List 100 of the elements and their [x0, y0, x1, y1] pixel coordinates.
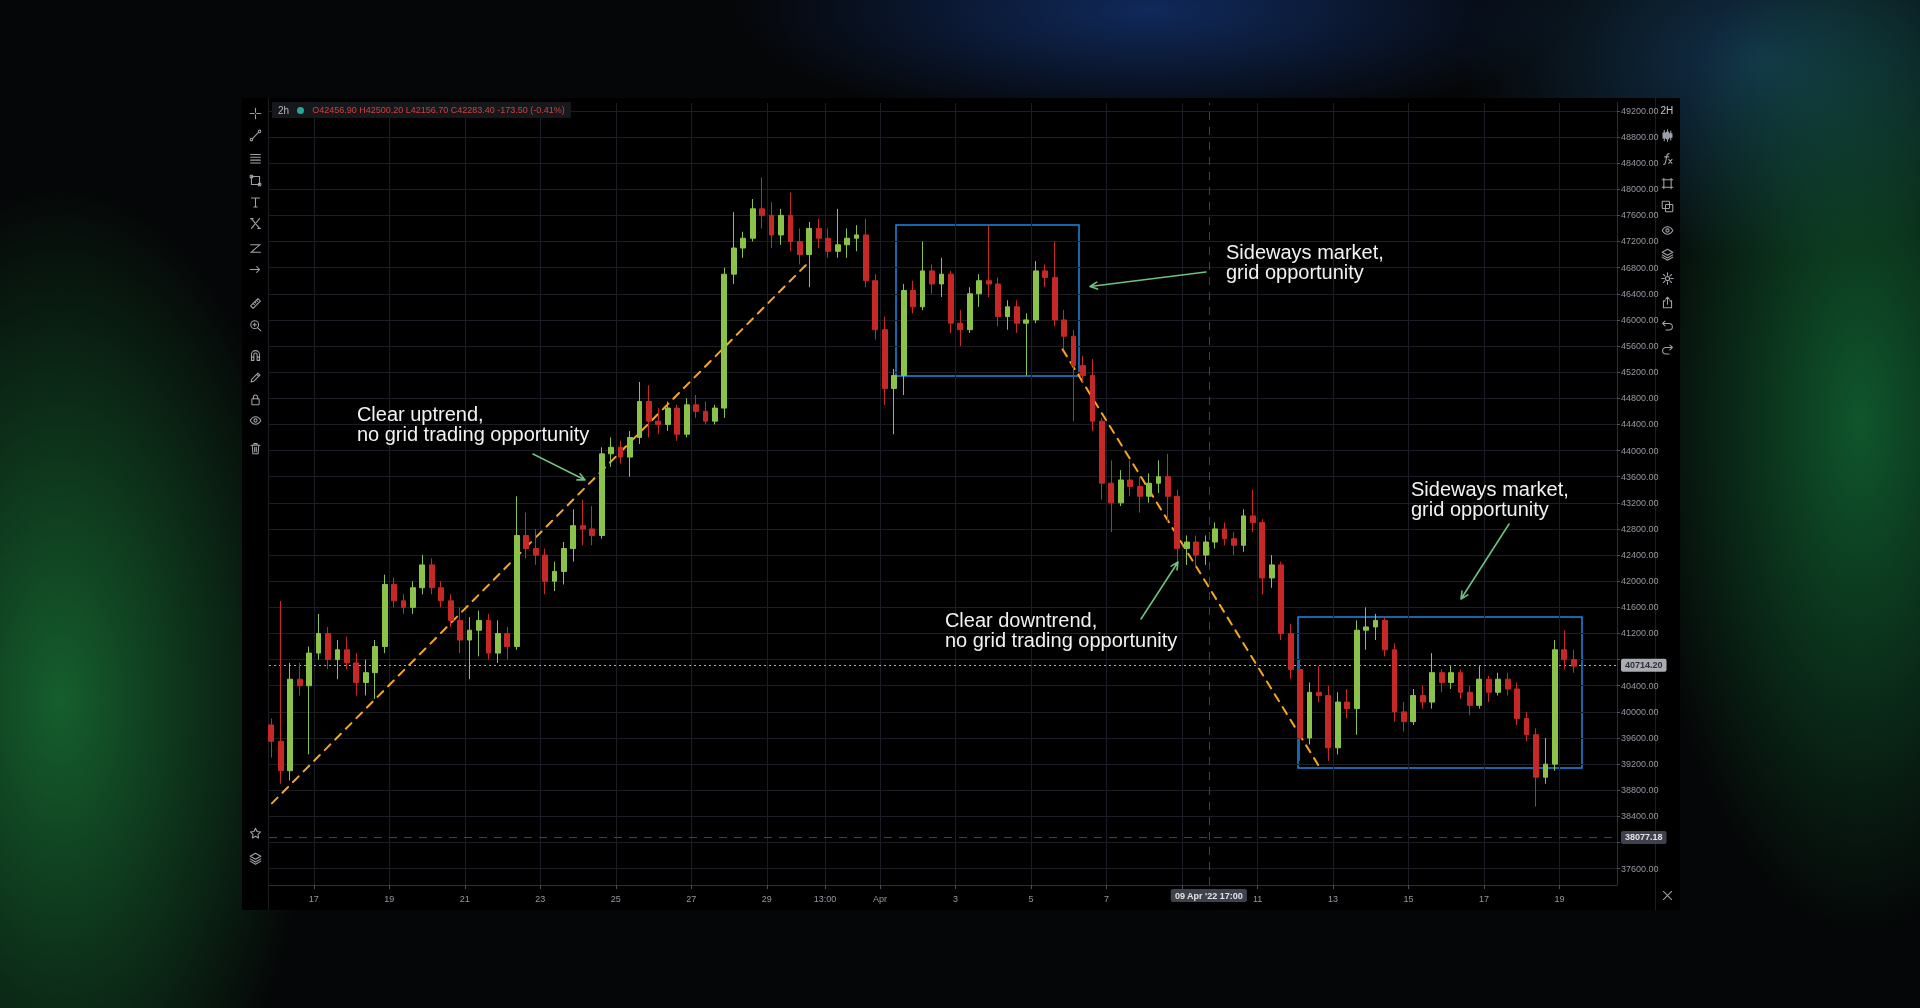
- candlestick: [1212, 521, 1218, 550]
- candlestick: [419, 554, 425, 595]
- candlestick: [1335, 691, 1341, 755]
- candlestick: [1118, 469, 1124, 507]
- candlestick: [1429, 652, 1435, 710]
- candlestick: [637, 381, 642, 445]
- candlestick: [561, 541, 567, 585]
- candlestick: [1524, 711, 1529, 742]
- candlestick: [1458, 668, 1463, 700]
- candlestick: [665, 401, 671, 432]
- y-tick-label: 44000.00: [1621, 445, 1659, 456]
- candlestick: [721, 267, 727, 419]
- candlestick: [825, 227, 831, 259]
- candlestick: [467, 616, 472, 680]
- candlestick: [1467, 685, 1473, 716]
- candlestick: [1250, 489, 1256, 533]
- chart-title: 2h: [278, 104, 290, 116]
- candlestick: [608, 436, 614, 468]
- x-tick-label: 17: [308, 893, 319, 904]
- candlestick: [1392, 642, 1397, 723]
- y-tick-label: 44400.00: [1621, 419, 1659, 430]
- candlestick: [1090, 358, 1095, 432]
- candlestick: [335, 639, 340, 680]
- candlestick: [1495, 672, 1501, 697]
- candlestick: [854, 224, 859, 252]
- candlestick: [1552, 639, 1558, 772]
- candlestick: [1278, 561, 1284, 641]
- candlestick: [1344, 688, 1350, 719]
- candlestick: [1071, 329, 1076, 422]
- y-tick-label: 44800.00: [1621, 393, 1659, 404]
- x-tick-label: 19: [384, 893, 395, 904]
- candlestick: [1543, 737, 1548, 785]
- x-tick-label: 15: [1403, 893, 1414, 904]
- candlestick: [835, 208, 841, 259]
- candlestick: [504, 626, 510, 661]
- candlestick: [1184, 534, 1190, 566]
- candlestick: [1061, 309, 1067, 350]
- candlestick: [797, 227, 803, 265]
- candlestick: [863, 218, 869, 288]
- y-tick-label: 47600.00: [1621, 210, 1659, 221]
- candlestick: [1259, 518, 1265, 595]
- candlestick: [391, 577, 397, 608]
- x-tick-label: 21: [459, 893, 470, 904]
- candlestick: [684, 397, 690, 438]
- candlestick: [939, 257, 944, 298]
- x-tick-label: 17: [1479, 893, 1490, 904]
- candlestick: [1420, 685, 1426, 710]
- y-tick-label: 38400.00: [1621, 811, 1659, 822]
- candlestick: [438, 580, 444, 608]
- candlestick: [287, 662, 293, 781]
- candlestick: [769, 201, 774, 249]
- candlestick: [382, 574, 388, 654]
- candlestick: [1505, 672, 1511, 697]
- candlestick: [1231, 531, 1237, 556]
- candlestick: [297, 662, 303, 697]
- candlestick: [457, 606, 463, 654]
- x-tick-label: 29: [761, 893, 772, 904]
- y-tick-label: 45200.00: [1621, 367, 1659, 378]
- candlestick: [448, 593, 454, 628]
- y-tick-label: 45600.00: [1621, 341, 1659, 352]
- y-tick-label: 42400.00: [1621, 550, 1659, 561]
- candlestick: [1476, 665, 1482, 710]
- candlestick: [589, 505, 595, 546]
- candlestick: [816, 218, 822, 249]
- candlestick: [806, 221, 812, 288]
- y-tick-label: 40400.00: [1621, 680, 1659, 691]
- candlestick: [363, 659, 369, 697]
- candlestick: [891, 368, 897, 435]
- candlestick: [674, 404, 680, 442]
- candlestick: [882, 316, 888, 406]
- ref-line-label: 38077.18: [1625, 832, 1663, 843]
- x-tick-label: 25: [610, 893, 621, 904]
- candlestick: [401, 593, 406, 615]
- candlestick: [1108, 459, 1114, 533]
- candlestick: [731, 211, 737, 285]
- candlestick: [1297, 659, 1303, 762]
- x-tick-label: 27: [686, 893, 697, 904]
- y-tick-label: 37600.00: [1621, 863, 1659, 874]
- y-tick-label: 46400.00: [1621, 288, 1659, 299]
- candlestick: [486, 613, 491, 661]
- candlestick: [316, 613, 321, 661]
- y-tick-label: 40000.00: [1621, 706, 1659, 717]
- candlestick: [476, 610, 482, 657]
- candlestick: [948, 270, 954, 334]
- candlestick: [268, 717, 274, 759]
- candlestick: [1269, 554, 1275, 589]
- candlestick: [372, 639, 378, 700]
- candlestick: [712, 404, 718, 425]
- candlestick: [278, 600, 284, 785]
- candlestick: [1014, 299, 1020, 334]
- candlestick: [1137, 476, 1143, 514]
- candlestick: [1514, 681, 1520, 726]
- y-tick-label: 42800.00: [1621, 523, 1659, 534]
- candlestick: [514, 495, 520, 651]
- y-tick-label: 41200.00: [1621, 628, 1659, 639]
- candlestick: [1080, 355, 1086, 383]
- candlestick: [976, 273, 982, 308]
- y-tick-label: 39200.00: [1621, 759, 1659, 770]
- y-tick-label: 48800.00: [1621, 131, 1659, 142]
- candlestick: [646, 384, 652, 438]
